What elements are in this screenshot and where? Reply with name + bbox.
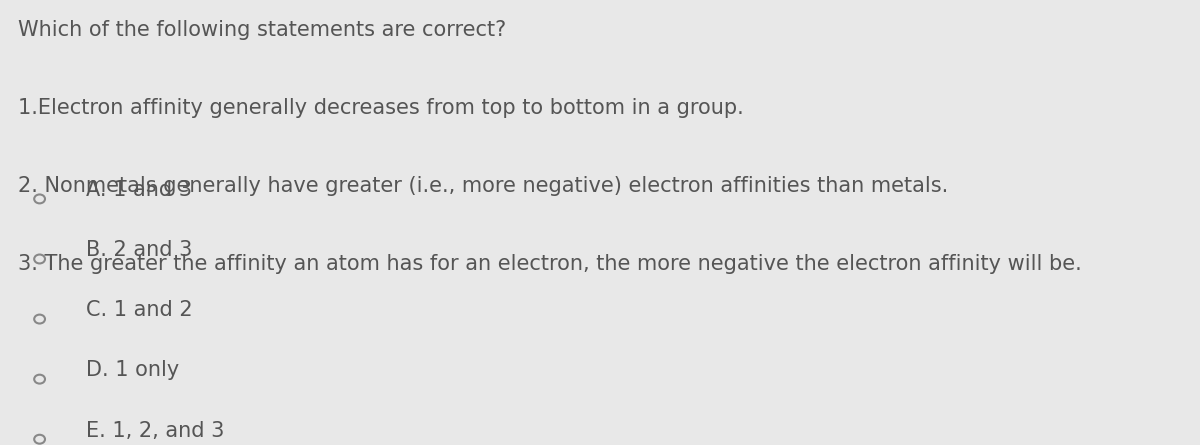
Text: D. 1 only: D. 1 only xyxy=(86,360,180,380)
Text: Which of the following statements are correct?: Which of the following statements are co… xyxy=(18,20,506,40)
Text: 3. The greater the affinity an atom has for an electron, the more negative the e: 3. The greater the affinity an atom has … xyxy=(18,254,1081,274)
Text: E. 1, 2, and 3: E. 1, 2, and 3 xyxy=(86,421,224,441)
Text: A. 1 and 3: A. 1 and 3 xyxy=(86,180,192,200)
Text: 1.Electron affinity generally decreases from top to bottom in a group.: 1.Electron affinity generally decreases … xyxy=(18,98,744,118)
Text: C. 1 and 2: C. 1 and 2 xyxy=(86,300,193,320)
Text: B. 2 and 3: B. 2 and 3 xyxy=(86,240,193,260)
Text: 2. Nonmetals generally have greater (i.e., more negative) electron affinities th: 2. Nonmetals generally have greater (i.e… xyxy=(18,176,948,196)
